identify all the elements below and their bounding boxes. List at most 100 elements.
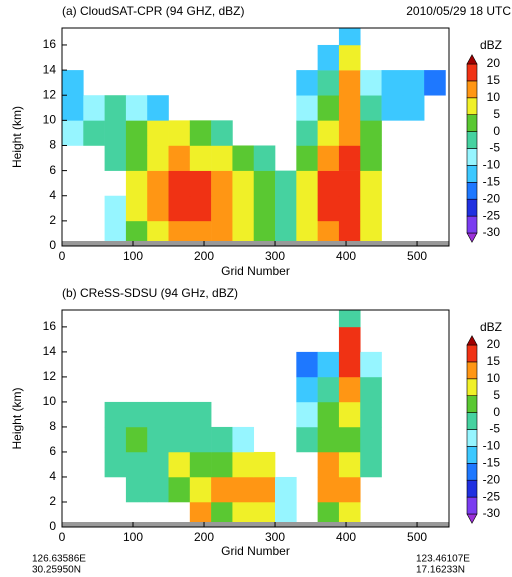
reflectivity-cell bbox=[104, 95, 127, 121]
reflectivity-cell bbox=[317, 426, 340, 453]
reflectivity-cell bbox=[253, 145, 276, 171]
reflectivity-cell bbox=[338, 310, 361, 328]
colorbar-label: 5 bbox=[493, 388, 500, 402]
x-tick-label: 0 bbox=[59, 249, 66, 263]
reflectivity-cell bbox=[62, 70, 84, 96]
reflectivity-cell bbox=[360, 145, 382, 171]
reflectivity-cell bbox=[360, 195, 382, 222]
colorbar-box bbox=[466, 395, 478, 413]
colorbar-box bbox=[466, 80, 478, 99]
colorbar-label: 5 bbox=[493, 107, 500, 121]
x-tick-label: 200 bbox=[194, 249, 214, 263]
x-tick-label: 500 bbox=[407, 530, 427, 544]
colorbar-label: -15 bbox=[483, 455, 501, 469]
reflectivity-cell bbox=[338, 220, 361, 246]
colorbar-box bbox=[466, 344, 478, 363]
reflectivity-cell bbox=[338, 451, 361, 478]
y-tick-label: 8 bbox=[49, 138, 56, 152]
reflectivity-cell bbox=[189, 170, 212, 197]
reflectivity-cell bbox=[168, 451, 191, 478]
reflectivity-cell bbox=[211, 145, 233, 171]
reflectivity-cell bbox=[360, 401, 382, 428]
reflectivity-cell bbox=[360, 351, 382, 378]
reflectivity-cell bbox=[232, 145, 255, 171]
colorbar-label: 20 bbox=[487, 56, 501, 70]
colorbar-box bbox=[466, 496, 478, 515]
reflectivity-cell bbox=[296, 376, 318, 403]
colorbar-over bbox=[466, 335, 478, 346]
reflectivity-cell bbox=[104, 195, 127, 222]
reflectivity-cell bbox=[338, 70, 361, 96]
reflectivity-cell bbox=[275, 170, 297, 197]
y-tick-label: 16 bbox=[43, 37, 57, 51]
reflectivity-cell bbox=[211, 426, 233, 453]
reflectivity-cell bbox=[125, 95, 148, 121]
colorbar-label: -5 bbox=[489, 422, 500, 436]
reflectivity-cell bbox=[296, 195, 318, 222]
colorbar-label: 0 bbox=[493, 405, 500, 419]
reflectivity-cell bbox=[232, 426, 255, 453]
reflectivity-cell bbox=[125, 220, 148, 246]
y-tick-label: 12 bbox=[43, 369, 57, 383]
colorbar-box bbox=[466, 131, 478, 149]
chart-title: (b) CReSS-SDSU (94 GHz, dBZ) bbox=[62, 286, 238, 300]
reflectivity-cell bbox=[275, 501, 297, 527]
reflectivity-cell bbox=[125, 120, 148, 146]
reflectivity-cell bbox=[62, 95, 84, 121]
colorbar-label: 0 bbox=[493, 124, 500, 138]
y-tick-label: 10 bbox=[43, 394, 57, 408]
reflectivity-cell bbox=[147, 476, 169, 503]
plot-area bbox=[62, 28, 449, 246]
reflectivity-cell bbox=[338, 170, 361, 197]
plot-frame bbox=[61, 27, 450, 247]
colorbar-box bbox=[466, 361, 478, 380]
reflectivity-cell bbox=[338, 195, 361, 222]
x-tick-label: 200 bbox=[194, 530, 214, 544]
reflectivity-cell bbox=[83, 95, 105, 121]
reflectivity-cell bbox=[232, 501, 255, 527]
y-tick-label: 6 bbox=[49, 163, 56, 177]
reflectivity-cell bbox=[232, 195, 255, 222]
reflectivity-cell bbox=[104, 401, 127, 428]
reflectivity-cell bbox=[317, 501, 340, 527]
reflectivity-cell bbox=[168, 120, 191, 146]
colorbar-over bbox=[466, 54, 478, 65]
reflectivity-cell bbox=[317, 44, 340, 71]
reflectivity-cell bbox=[275, 220, 297, 246]
reflectivity-cell bbox=[168, 476, 191, 503]
y-axis-label: Height (km) bbox=[10, 387, 24, 449]
reflectivity-cell bbox=[296, 426, 318, 453]
colorbar-box bbox=[466, 182, 478, 200]
reflectivity-cell bbox=[232, 220, 255, 246]
reflectivity-cell bbox=[125, 476, 148, 503]
reflectivity-cell bbox=[104, 145, 127, 171]
reflectivity-cell bbox=[168, 145, 191, 171]
reflectivity-cell bbox=[147, 170, 169, 197]
reflectivity-cell bbox=[189, 476, 212, 503]
reflectivity-cell bbox=[253, 476, 276, 503]
plot-frame bbox=[61, 309, 450, 528]
reflectivity-cell bbox=[232, 476, 255, 503]
reflectivity-cell bbox=[125, 451, 148, 478]
colorbar-label: -30 bbox=[483, 506, 501, 520]
y-tick-label: 16 bbox=[43, 319, 57, 333]
colorbar-label: -15 bbox=[483, 174, 501, 188]
reflectivity-cell bbox=[168, 426, 191, 453]
chart-title: (a) CloudSAT-CPR (94 GHZ, dBZ) bbox=[62, 4, 244, 18]
colorbar-under bbox=[466, 232, 478, 243]
x-tick-label: 400 bbox=[336, 530, 356, 544]
colorbar-label: 10 bbox=[487, 371, 501, 385]
reflectivity-cell bbox=[211, 476, 233, 503]
reflectivity-cell bbox=[147, 401, 169, 428]
reflectivity-cell bbox=[317, 476, 340, 503]
reflectivity-cell bbox=[296, 220, 318, 246]
reflectivity-cell bbox=[125, 195, 148, 222]
reflectivity-cell bbox=[275, 195, 297, 222]
reflectivity-cell bbox=[147, 95, 169, 121]
reflectivity-cell bbox=[402, 70, 425, 96]
colorbar-label: 10 bbox=[487, 90, 501, 104]
reflectivity-cell bbox=[168, 220, 191, 246]
reflectivity-cell bbox=[147, 451, 169, 478]
colorbar-box bbox=[466, 165, 478, 183]
reflectivity-cell bbox=[211, 195, 233, 222]
